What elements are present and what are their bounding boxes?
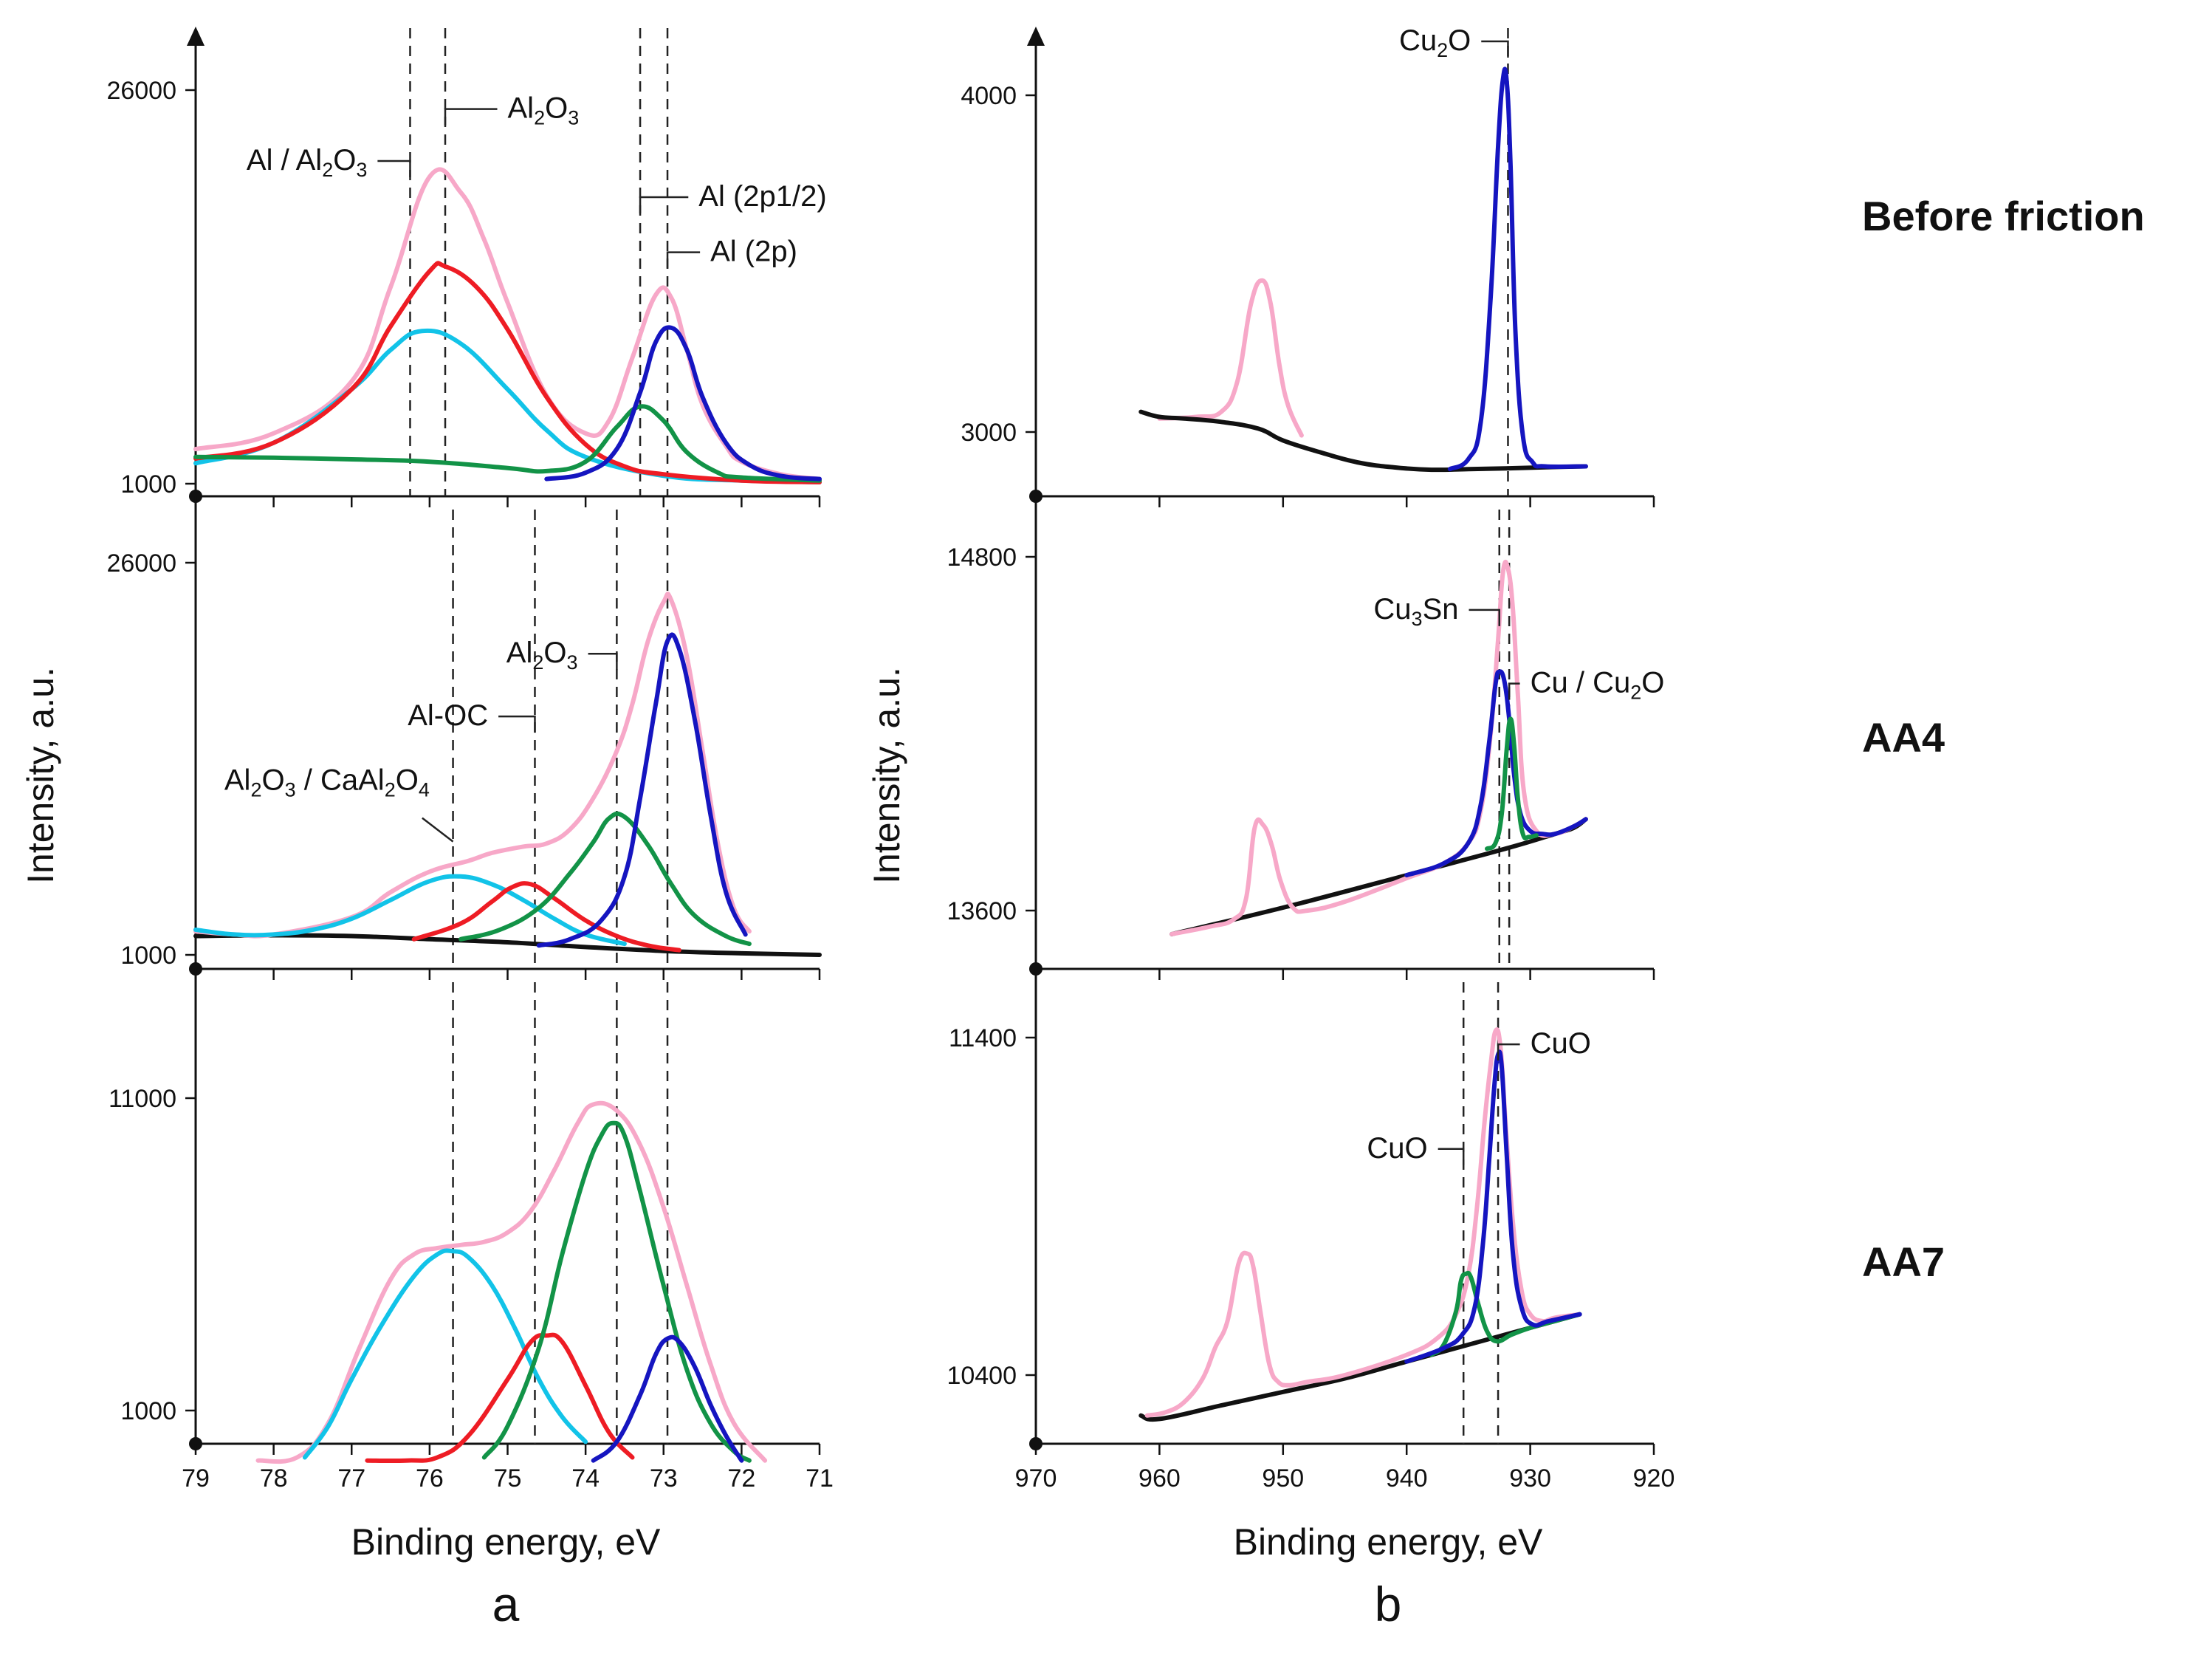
curve-a-aa4-al-2p-5 bbox=[536, 632, 748, 948]
y-tick-label-b-aa4-1: 14800 bbox=[947, 544, 1017, 572]
y-tick-label-a-aa4-1: 26000 bbox=[106, 549, 176, 578]
curve-b-aa7-envelope-1 bbox=[1144, 1027, 1582, 1418]
curve-a-before-al2o3-2 bbox=[193, 261, 822, 484]
x-tick-label-b-3: 940 bbox=[1386, 1464, 1428, 1492]
annotations-layer: Al / Al2O3 Al2O3 Al (2p1/2) Al (2p) Al2O3 / … bbox=[224, 24, 1664, 1165]
curves-layer bbox=[193, 66, 1588, 1464]
peak-label-a-aa4-0: Al2O3 / CaAl2O4 bbox=[224, 764, 430, 801]
curve-a-aa4-al-oc-3 bbox=[411, 881, 681, 953]
leader-b-aa4-0 bbox=[1469, 609, 1500, 626]
y-tick-label-a-aa4-0: 1000 bbox=[120, 942, 176, 970]
x-axis-title-b: Binding energy, eV bbox=[1234, 1521, 1543, 1563]
x-tick-label-a-5: 74 bbox=[571, 1464, 600, 1492]
y-tick-label-a-aa7-1: 11000 bbox=[109, 1085, 176, 1113]
curve-a-aa4-al2o3-4 bbox=[458, 811, 752, 947]
curve-a-aa4-background-0 bbox=[193, 933, 822, 957]
peak-label-b-aa7-1: CuO bbox=[1531, 1027, 1591, 1060]
curve-b-aa4-cu-cu2o-3 bbox=[1485, 716, 1539, 851]
curve-b-aa7-cuo-3 bbox=[1404, 1049, 1582, 1364]
curve-b-before-cu2o-2 bbox=[1447, 66, 1588, 472]
peak-label-b-before-0: Cu2O bbox=[1399, 24, 1471, 61]
leader-a-aa4-0 bbox=[422, 817, 454, 843]
peak-label-a-before-3: Al (2p) bbox=[710, 236, 797, 268]
curve-b-before-background-1 bbox=[1138, 409, 1588, 473]
leader-a-before-2 bbox=[639, 196, 689, 213]
row-label-aa4: AA4 bbox=[1862, 714, 1945, 761]
row-label-aa7: AA7 bbox=[1862, 1238, 1945, 1285]
x-tick-label-b-2: 950 bbox=[1262, 1464, 1304, 1492]
leader-b-aa4-1 bbox=[1508, 682, 1520, 700]
x-tick-label-b-0: 970 bbox=[1015, 1464, 1057, 1492]
peak-label-a-before-1: Al2O3 bbox=[508, 92, 580, 129]
curve-a-before-al-2p-4 bbox=[544, 325, 822, 481]
x-tick-label-a-6: 73 bbox=[650, 1464, 678, 1492]
leader-a-before-0 bbox=[377, 160, 411, 177]
y-tick-label-b-aa7-1: 11400 bbox=[949, 1024, 1017, 1052]
curve-b-aa7-cuo-satellite-2 bbox=[1429, 1270, 1582, 1357]
panel-letter-a: a bbox=[492, 1577, 520, 1631]
leader-b-aa7-0 bbox=[1438, 1148, 1465, 1165]
peak-label-a-before-0: Al / Al2O3 bbox=[247, 144, 367, 181]
leader-a-aa4-2 bbox=[588, 652, 618, 671]
curve-a-before-envelope-0 bbox=[193, 167, 822, 481]
peak-label-a-aa4-1: Al-OC bbox=[408, 699, 488, 732]
x-tick-label-a-8: 71 bbox=[806, 1464, 834, 1492]
y-tick-label-a-before-0: 1000 bbox=[120, 470, 176, 498]
y-tick-label-a-aa7-0: 1000 bbox=[120, 1397, 176, 1425]
y-tick-label-b-aa4-0: 13600 bbox=[947, 897, 1017, 925]
curve-a-aa4-al2o3-caal2o4-2 bbox=[193, 874, 627, 947]
y-tick-label-b-before-1: 4000 bbox=[961, 82, 1017, 110]
curve-a-before-al-2p1-2-3 bbox=[193, 404, 822, 483]
row-label-before-friction: Before friction bbox=[1862, 193, 2145, 239]
x-tick-label-a-4: 75 bbox=[494, 1464, 522, 1492]
curve-a-aa7-al2o3-caal2o4-1 bbox=[302, 1248, 588, 1460]
y-tick-label-b-before-0: 3000 bbox=[961, 419, 1017, 447]
y-axis-title-left: Intensity, a.u. bbox=[20, 667, 61, 884]
x-tick-label-a-2: 77 bbox=[337, 1464, 365, 1492]
curve-a-aa7-al-2p-4 bbox=[591, 1334, 744, 1463]
x-tick-label-a-3: 76 bbox=[416, 1464, 444, 1492]
curve-a-aa7-envelope-0 bbox=[255, 1100, 768, 1464]
y-tick-label-b-aa7-0: 10400 bbox=[947, 1362, 1017, 1390]
y-axis-title-right: Intensity, a.u. bbox=[866, 667, 907, 884]
x-tick-label-b-4: 930 bbox=[1509, 1464, 1551, 1492]
y-tick-label-a-before-1: 26000 bbox=[106, 77, 176, 105]
x-tick-label-a-7: 72 bbox=[727, 1464, 755, 1492]
peak-label-b-aa4-0: Cu3Sn bbox=[1373, 593, 1458, 630]
peak-label-a-before-2: Al (2p1/2) bbox=[698, 180, 826, 213]
peak-label-a-aa4-2: Al2O3 bbox=[506, 637, 578, 674]
y-axis-arrow-b bbox=[1027, 27, 1045, 46]
curve-b-before-envelope-0 bbox=[1157, 278, 1304, 438]
x-tick-label-a-0: 79 bbox=[182, 1464, 210, 1492]
axes-layer: 79 78 77 76 75 74 73 72 71 970 960 950 940 930 920 1000… bbox=[106, 27, 1675, 1492]
leader-b-before-0 bbox=[1481, 40, 1509, 58]
panel-letter-b: b bbox=[1375, 1577, 1402, 1631]
x-tick-label-b-1: 960 bbox=[1138, 1464, 1181, 1492]
curve-a-aa7-al2o3-3 bbox=[481, 1120, 752, 1463]
leader-b-aa7-1 bbox=[1497, 1043, 1520, 1061]
leader-a-before-3 bbox=[666, 251, 701, 269]
y-axis-arrow-a bbox=[187, 27, 205, 46]
x-tick-label-b-5: 920 bbox=[1633, 1464, 1675, 1492]
peak-label-b-aa7-0: CuO bbox=[1367, 1132, 1427, 1165]
leader-a-before-1 bbox=[444, 108, 498, 126]
curve-a-aa4-envelope-1 bbox=[193, 592, 752, 939]
peak-label-b-aa4-1: Cu / Cu2O bbox=[1531, 667, 1665, 704]
curve-b-aa4-cu3sn-2 bbox=[1404, 669, 1588, 878]
curve-a-aa7-al-oc-2 bbox=[365, 1332, 635, 1464]
x-tick-label-a-1: 78 bbox=[260, 1464, 288, 1492]
guide-lines-layer bbox=[409, 28, 1511, 1444]
leader-a-aa4-1 bbox=[498, 715, 536, 733]
x-axis-title-a: Binding energy, eV bbox=[351, 1521, 661, 1563]
